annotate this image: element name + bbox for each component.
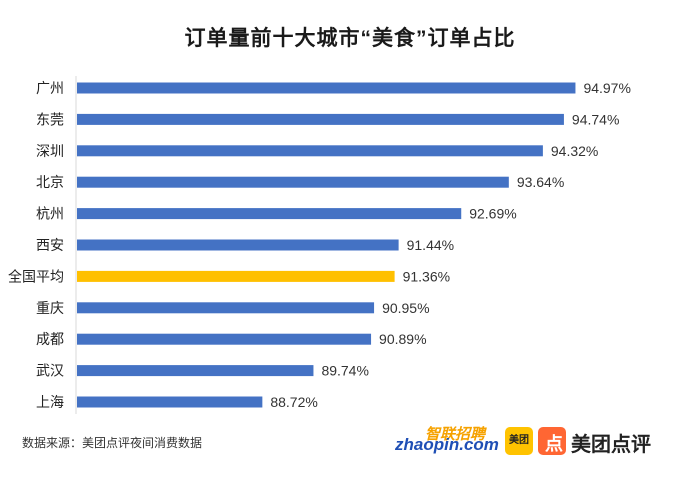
bars-group bbox=[77, 82, 576, 408]
chart-title: 订单量前十大城市“美食”订单占比 bbox=[184, 27, 516, 50]
bar-5 bbox=[77, 208, 462, 220]
value-label-3: 94.32% bbox=[551, 143, 598, 159]
category-label-6: 西安 bbox=[36, 237, 64, 253]
value-label-1: 94.97% bbox=[583, 80, 630, 96]
value-label-5: 92.69% bbox=[469, 206, 516, 222]
category-label-8: 重庆 bbox=[36, 300, 64, 316]
bar-7 bbox=[77, 270, 395, 282]
value-label-7: 91.36% bbox=[403, 268, 450, 284]
category-label-5: 杭州 bbox=[36, 206, 64, 222]
category-label-10: 武汉 bbox=[36, 363, 64, 379]
category-label-9: 成都 bbox=[36, 331, 64, 347]
category-label-3: 深圳 bbox=[36, 143, 64, 159]
category-label-7: 全国平均 bbox=[8, 268, 64, 284]
zhaopin-logo-cn: 智联招聘 bbox=[425, 426, 486, 443]
category-label-11: 上海 bbox=[36, 394, 64, 410]
value-label-6: 91.44% bbox=[407, 237, 454, 253]
category-label-1: 广州 bbox=[36, 80, 64, 96]
value-label-9: 90.89% bbox=[379, 331, 426, 347]
category-label-2: 东莞 bbox=[36, 111, 64, 127]
bar-11 bbox=[77, 396, 263, 408]
value-label-4: 93.64% bbox=[517, 174, 564, 190]
bar-6 bbox=[77, 239, 399, 251]
value-label-10: 89.74% bbox=[321, 363, 368, 379]
value-label-11: 88.72% bbox=[270, 394, 317, 410]
meituan-logo: 美团 bbox=[505, 427, 533, 455]
value-label-2: 94.74% bbox=[572, 111, 619, 127]
dianping-logo-mark: 点 bbox=[545, 434, 563, 454]
value-label-8: 90.95% bbox=[382, 300, 429, 316]
bar-10 bbox=[77, 365, 314, 377]
bar-1 bbox=[77, 82, 576, 94]
bar-8 bbox=[77, 302, 375, 314]
zhaopin-logo-en: zhaopin.com bbox=[395, 435, 499, 454]
data-source-note: 数据来源：美团点评夜间消费数据 bbox=[22, 436, 203, 450]
dianping-logo: 点 bbox=[538, 427, 566, 455]
bar-2 bbox=[77, 113, 564, 125]
bar-4 bbox=[77, 176, 509, 188]
meituan-dianping-logo-text: 美团点评 bbox=[571, 434, 651, 456]
bar-9 bbox=[77, 333, 372, 345]
value-labels-group: 94.97% 94.74% 94.32% 93.64%92.69% 91.44% 91.3… bbox=[270, 80, 631, 410]
bar-3 bbox=[77, 145, 543, 157]
category-label-4: 北京 bbox=[36, 174, 64, 190]
